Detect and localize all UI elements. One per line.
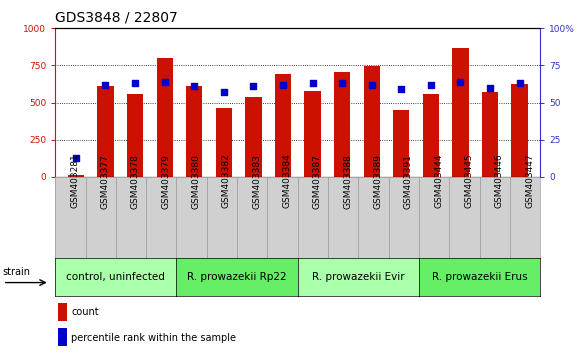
Point [130, 80, 139, 86]
Bar [511, 84, 528, 177]
Text: percentile rank within the sample: percentile rank within the sample [71, 333, 236, 343]
Point [189, 84, 199, 89]
Point [278, 82, 288, 88]
Point [219, 90, 228, 95]
Point [249, 84, 258, 89]
Bar [58, 303, 67, 321]
Text: GSM403384: GSM403384 [282, 154, 292, 209]
Bar [58, 329, 67, 346]
Bar [482, 92, 498, 177]
Point [426, 82, 436, 88]
Text: R. prowazekii Erus: R. prowazekii Erus [432, 272, 528, 282]
Bar [423, 94, 439, 177]
Text: GSM403387: GSM403387 [313, 154, 322, 209]
Text: R. prowazekii Rp22: R. prowazekii Rp22 [187, 272, 287, 282]
Text: GSM403383: GSM403383 [252, 154, 261, 209]
Text: GDS3848 / 22807: GDS3848 / 22807 [55, 11, 178, 25]
Text: GSM403447: GSM403447 [525, 154, 534, 209]
Bar [453, 48, 469, 177]
Bar [127, 95, 143, 177]
Point [71, 155, 81, 160]
Bar [393, 110, 410, 177]
Text: GSM403382: GSM403382 [222, 154, 231, 209]
Point [456, 79, 465, 85]
Text: GSM403379: GSM403379 [162, 154, 170, 209]
Bar [156, 58, 173, 177]
Bar [216, 108, 232, 177]
Text: GSM403281: GSM403281 [70, 154, 80, 209]
Text: GSM403445: GSM403445 [465, 154, 474, 209]
Point [367, 82, 376, 88]
Point [338, 80, 347, 86]
Point [515, 80, 524, 86]
Point [160, 79, 169, 85]
Point [397, 86, 406, 92]
Point [101, 82, 110, 88]
Text: GSM403446: GSM403446 [495, 154, 504, 209]
Point [308, 80, 317, 86]
Bar [98, 86, 114, 177]
Bar [275, 74, 291, 177]
Bar [334, 72, 350, 177]
Bar [364, 66, 380, 177]
Point [485, 85, 494, 91]
Text: strain: strain [3, 267, 31, 276]
Text: GSM403377: GSM403377 [101, 154, 110, 209]
Bar [304, 91, 321, 177]
Text: GSM403389: GSM403389 [374, 154, 382, 209]
Text: GSM403444: GSM403444 [434, 154, 443, 208]
Text: count: count [71, 307, 99, 317]
Text: GSM403391: GSM403391 [404, 154, 413, 209]
Text: GSM403378: GSM403378 [131, 154, 140, 209]
Text: R. prowazekii Evir: R. prowazekii Evir [312, 272, 405, 282]
Bar [186, 86, 202, 177]
Bar [245, 97, 261, 177]
Text: control, uninfected: control, uninfected [66, 272, 165, 282]
Text: GSM403380: GSM403380 [192, 154, 200, 209]
Text: GSM403388: GSM403388 [343, 154, 352, 209]
Bar [68, 175, 84, 177]
